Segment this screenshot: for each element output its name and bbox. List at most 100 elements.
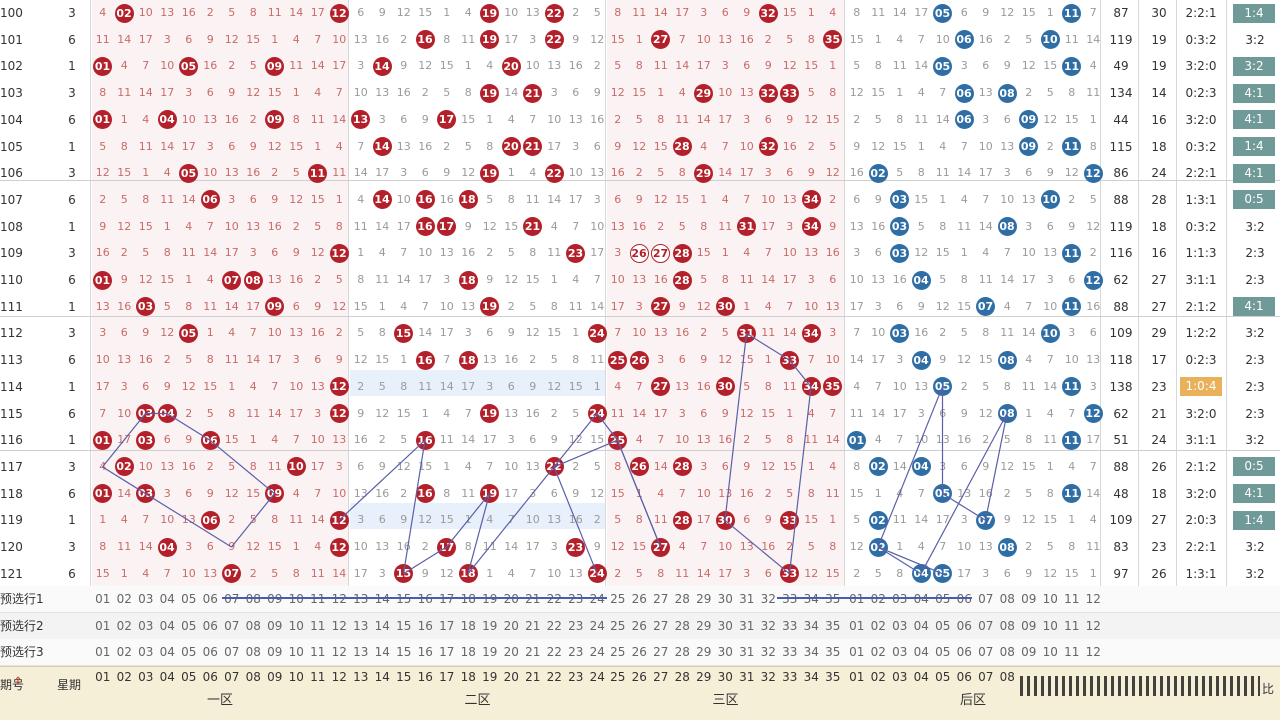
selectable-number[interactable]: 30 <box>717 645 733 660</box>
selectable-number[interactable]: 31 <box>739 592 755 606</box>
selectable-number[interactable]: 23 <box>568 592 584 606</box>
selectable-number[interactable]: 05 <box>181 592 197 606</box>
selectable-number[interactable]: 15 <box>396 645 412 660</box>
selectable-number[interactable]: 11 <box>1064 645 1080 660</box>
selectable-number[interactable]: 08 <box>245 592 261 606</box>
selectable-number[interactable]: 19 <box>482 618 498 633</box>
selectable-number[interactable]: 07 <box>978 592 994 606</box>
selectable-number[interactable]: 02 <box>870 592 886 606</box>
selectable-number[interactable]: 06 <box>956 592 972 606</box>
selectable-number[interactable]: 10 <box>288 592 304 606</box>
selectable-number[interactable]: 11 <box>1064 618 1080 633</box>
selectable-number[interactable]: 07 <box>978 618 994 633</box>
selectable-number[interactable]: 34 <box>803 645 819 660</box>
selectable-number[interactable]: 34 <box>803 592 819 606</box>
selectable-number[interactable]: 27 <box>653 592 669 606</box>
selectable-number[interactable]: 16 <box>417 645 433 660</box>
selectable-number[interactable]: 04 <box>913 618 929 633</box>
selectable-number[interactable]: 03 <box>138 618 154 633</box>
selectable-number[interactable]: 10 <box>288 618 304 633</box>
selectable-number[interactable]: 05 <box>935 645 951 660</box>
issue-column-header[interactable]: 期号 <box>0 678 25 692</box>
selectable-number[interactable]: 01 <box>849 645 865 660</box>
selectable-number[interactable]: 05 <box>181 618 197 633</box>
selectable-number[interactable]: 09 <box>267 645 283 660</box>
selectable-number[interactable]: 33 <box>782 618 798 633</box>
selectable-number[interactable]: 05 <box>181 645 197 660</box>
selectable-number[interactable]: 15 <box>396 592 412 606</box>
selectable-number[interactable]: 10 <box>1042 645 1058 660</box>
selectable-number[interactable]: 01 <box>849 592 865 606</box>
selectable-number[interactable]: 32 <box>760 592 776 606</box>
selectable-number[interactable]: 29 <box>696 618 712 633</box>
selectable-number[interactable]: 24 <box>589 645 605 660</box>
selectable-number[interactable]: 04 <box>159 592 175 606</box>
selectable-number[interactable]: 04 <box>913 645 929 660</box>
selectable-number[interactable]: 12 <box>331 618 347 633</box>
selectable-number[interactable]: 22 <box>546 592 562 606</box>
selectable-number[interactable]: 17 <box>439 618 455 633</box>
selectable-number[interactable]: 30 <box>717 618 733 633</box>
selectable-number[interactable]: 04 <box>913 592 929 606</box>
selectable-number[interactable]: 12 <box>1085 592 1101 606</box>
selectable-number[interactable]: 08 <box>245 645 261 660</box>
selectable-number[interactable]: 02 <box>116 645 132 660</box>
selectable-number[interactable]: 02 <box>870 645 886 660</box>
selectable-number[interactable]: 14 <box>374 592 390 606</box>
selectable-number[interactable]: 09 <box>1021 592 1037 606</box>
selectable-number[interactable]: 16 <box>417 592 433 606</box>
selectable-number[interactable]: 22 <box>546 618 562 633</box>
selectable-number[interactable]: 21 <box>525 645 541 660</box>
selectable-number[interactable]: 26 <box>631 618 647 633</box>
selectable-number[interactable]: 11 <box>310 618 326 633</box>
selectable-number[interactable]: 26 <box>631 645 647 660</box>
selectable-number[interactable]: 27 <box>653 618 669 633</box>
selectable-number[interactable]: 03 <box>892 645 908 660</box>
selectable-number[interactable]: 20 <box>503 592 519 606</box>
selectable-number[interactable]: 10 <box>288 645 304 660</box>
selectable-number[interactable]: 13 <box>353 592 369 606</box>
selectable-number[interactable]: 21 <box>525 592 541 606</box>
selectable-number[interactable]: 29 <box>696 645 712 660</box>
selectable-number[interactable]: 05 <box>935 618 951 633</box>
selectable-number[interactable]: 01 <box>95 592 111 606</box>
selectable-number[interactable]: 04 <box>159 618 175 633</box>
selectable-number[interactable]: 34 <box>803 618 819 633</box>
selectable-number[interactable]: 13 <box>353 618 369 633</box>
selectable-number[interactable]: 10 <box>1042 592 1058 606</box>
selectable-number[interactable]: 01 <box>95 618 111 633</box>
selectable-number[interactable]: 06 <box>956 645 972 660</box>
selectable-number[interactable]: 13 <box>353 645 369 660</box>
selectable-number[interactable]: 19 <box>482 592 498 606</box>
selectable-number[interactable]: 01 <box>95 645 111 660</box>
selectable-number[interactable]: 12 <box>1085 645 1101 660</box>
selectable-number[interactable]: 25 <box>610 618 626 633</box>
selectable-number[interactable]: 28 <box>674 618 690 633</box>
selectable-number[interactable]: 07 <box>224 618 240 633</box>
selectable-number[interactable]: 07 <box>224 645 240 660</box>
selectable-number[interactable]: 18 <box>460 645 476 660</box>
selectable-number[interactable]: 09 <box>267 618 283 633</box>
selectable-number[interactable]: 19 <box>482 645 498 660</box>
selectable-number[interactable]: 25 <box>610 592 626 606</box>
selectable-number[interactable]: 23 <box>568 645 584 660</box>
selectable-number[interactable]: 05 <box>935 592 951 606</box>
selectable-number[interactable]: 10 <box>1042 618 1058 633</box>
selectable-number[interactable]: 28 <box>674 645 690 660</box>
selectable-number[interactable]: 32 <box>760 618 776 633</box>
selectable-number[interactable]: 31 <box>739 645 755 660</box>
selectable-number[interactable]: 18 <box>460 592 476 606</box>
selectable-number[interactable]: 26 <box>631 592 647 606</box>
selectable-number[interactable]: 16 <box>417 618 433 633</box>
selectable-number[interactable]: 23 <box>568 618 584 633</box>
selectable-number[interactable]: 12 <box>1085 618 1101 633</box>
selectable-number[interactable]: 35 <box>825 618 841 633</box>
selectable-number[interactable]: 29 <box>696 592 712 606</box>
selectable-number[interactable]: 04 <box>159 645 175 660</box>
selectable-number[interactable]: 35 <box>825 645 841 660</box>
selectable-number[interactable]: 06 <box>202 645 218 660</box>
selectable-number[interactable]: 28 <box>674 592 690 606</box>
selectable-number[interactable]: 07 <box>978 645 994 660</box>
selectable-number[interactable]: 35 <box>825 592 841 606</box>
selectable-number[interactable]: 12 <box>331 645 347 660</box>
